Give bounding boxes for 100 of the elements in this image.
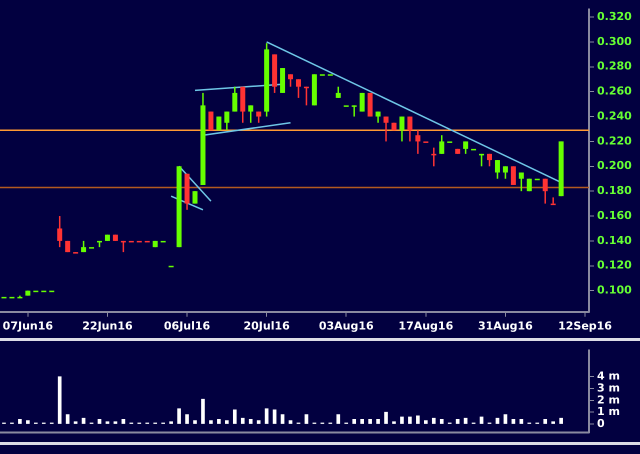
candlestick — [304, 86, 309, 106]
candlestick — [376, 110, 381, 124]
y-tick-label: 2 m — [597, 393, 620, 406]
bar — [360, 419, 364, 424]
candlestick — [57, 215, 62, 248]
bar — [248, 419, 253, 424]
x-tick-label: 22Jun16 — [82, 319, 133, 332]
bar — [82, 418, 86, 424]
bar — [272, 410, 276, 424]
bar — [551, 421, 556, 424]
bar — [106, 421, 110, 424]
bar — [288, 420, 292, 424]
bar — [392, 421, 396, 424]
bar — [169, 421, 173, 424]
y-tick-label: 0.320 — [597, 10, 632, 23]
bar — [336, 414, 340, 424]
bar — [256, 420, 261, 424]
candlestick — [192, 190, 198, 204]
bar — [416, 415, 420, 424]
candlestick — [487, 153, 492, 168]
candlestick — [502, 166, 508, 180]
candlestick — [336, 86, 341, 99]
y-tick-label: 1 m — [597, 405, 620, 418]
bar — [209, 420, 213, 424]
bar — [432, 418, 436, 424]
candlestick — [542, 178, 548, 204]
bar — [193, 420, 197, 424]
bar — [543, 419, 548, 424]
candlestick — [288, 74, 294, 88]
candlestick — [415, 129, 420, 155]
candlestick — [510, 166, 516, 186]
y-tick-label: 0.220 — [597, 134, 632, 148]
candlestick — [526, 178, 532, 192]
y-tick-label: 4 m — [597, 370, 620, 383]
candlestick — [248, 104, 254, 124]
y-tick-label: 0.180 — [597, 184, 632, 198]
y-tick-label: 0.280 — [597, 60, 632, 73]
candlestick — [431, 146, 436, 168]
bar — [408, 416, 412, 424]
candlestick — [479, 153, 484, 168]
bar — [232, 410, 237, 424]
y-tick-label: 0.140 — [597, 234, 632, 247]
bar — [98, 419, 102, 424]
y-tick-label: 0.260 — [597, 84, 632, 98]
bar — [512, 419, 516, 424]
bar — [66, 414, 70, 424]
bar — [185, 414, 189, 424]
bar — [352, 419, 356, 424]
y-tick-label: 0.100 — [597, 284, 632, 297]
candlestick — [550, 196, 556, 206]
x-tick-label: 07Jun16 — [2, 319, 54, 332]
bar — [18, 419, 22, 424]
x-tick-label: 20Jul16 — [243, 319, 290, 332]
bar — [217, 419, 221, 424]
bar — [400, 416, 404, 424]
candlestick — [216, 116, 222, 131]
bar — [504, 414, 508, 424]
bar — [456, 419, 460, 424]
bar — [74, 421, 78, 424]
candlestick — [384, 116, 389, 142]
bar — [480, 416, 484, 424]
bar — [496, 418, 500, 424]
y-tick-label: 0.300 — [597, 34, 632, 48]
bar — [376, 419, 380, 424]
candlestick — [494, 159, 500, 180]
bar — [280, 414, 284, 424]
bar — [26, 420, 30, 424]
candlestick — [399, 116, 404, 142]
candlestick — [256, 110, 262, 124]
candlestick — [296, 78, 301, 99]
x-tick-label: 31Aug16 — [478, 319, 534, 332]
x-tick-label: 03Aug16 — [318, 319, 374, 332]
candlestick — [232, 86, 238, 112]
y-tick-label: 0 — [597, 416, 605, 430]
y-tick-label: 0.120 — [597, 258, 632, 272]
bar — [201, 398, 205, 424]
x-tick-label: 06Jul16 — [164, 319, 211, 332]
bar — [440, 419, 444, 424]
y-tick-label: 3 m — [597, 381, 620, 394]
bar — [384, 412, 388, 424]
bar — [122, 419, 126, 424]
bar — [264, 408, 268, 424]
bar — [225, 420, 229, 424]
y-tick-label: 0.200 — [597, 159, 632, 172]
candlestick — [407, 116, 412, 142]
candlestick — [208, 110, 214, 131]
bar — [520, 419, 524, 424]
bar — [177, 408, 181, 424]
candlestick — [518, 172, 524, 192]
bar — [559, 418, 563, 424]
candlestick — [224, 110, 230, 131]
bar — [114, 421, 118, 424]
bar — [304, 414, 308, 424]
x-tick-label: 12Sep16 — [558, 319, 612, 332]
bar — [464, 418, 468, 424]
y-tick-label: 0.160 — [597, 208, 632, 222]
bar — [368, 419, 372, 424]
candlestick — [439, 134, 444, 155]
bar — [424, 420, 428, 424]
bar — [240, 418, 245, 424]
